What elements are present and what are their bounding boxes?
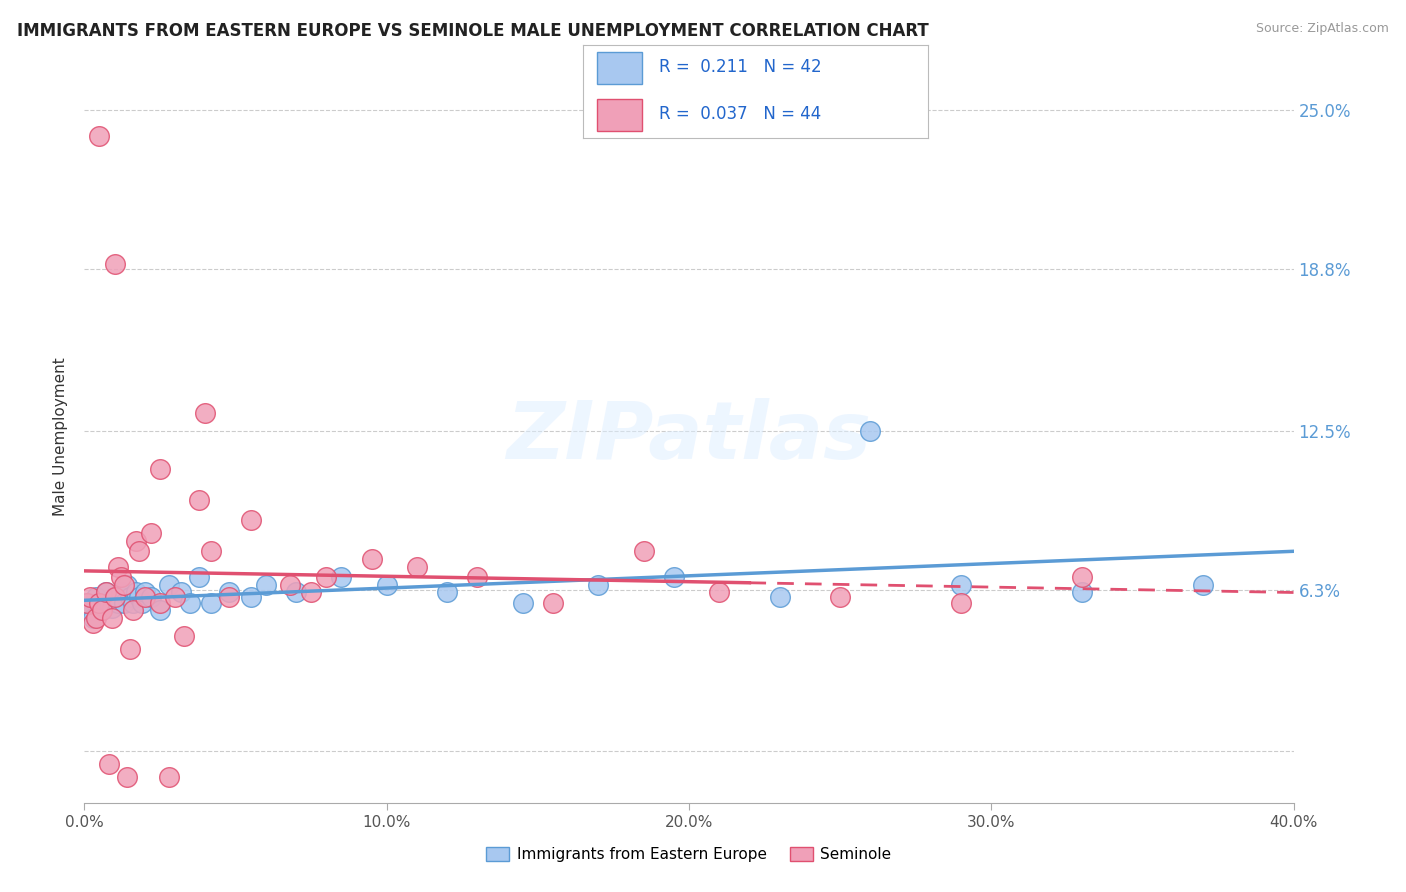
Point [1071, 570, 1094, 584]
Point [79, 603, 101, 617]
Point [467, 570, 489, 584]
Point [239, 514, 262, 528]
Y-axis label: Male Unemployment: Male Unemployment [53, 358, 69, 516]
Point [139, 526, 162, 541]
Point [200, 544, 222, 558]
Point [830, 591, 852, 605]
Point [82, 611, 104, 625]
Point [278, 577, 301, 591]
Point [94, 585, 117, 599]
Point [165, 591, 187, 605]
Text: IMMIGRANTS FROM EASTERN EUROPE VS SEMINOLE MALE UNEMPLOYMENT CORRELATION CHART: IMMIGRANTS FROM EASTERN EUROPE VS SEMINO… [17, 22, 928, 40]
Point [541, 596, 564, 610]
Point [149, 603, 172, 617]
Point [709, 585, 731, 599]
Point [406, 559, 429, 574]
Point [118, 641, 141, 656]
Point [299, 585, 322, 599]
Point [188, 570, 211, 584]
Point [769, 591, 792, 605]
Point [100, 600, 122, 615]
Point [375, 577, 398, 591]
Point [315, 570, 337, 584]
Point [950, 577, 973, 591]
Point [107, 559, 129, 574]
Point [179, 596, 201, 610]
Point [194, 406, 217, 420]
Point [110, 585, 132, 599]
Point [633, 544, 655, 558]
Point [218, 591, 240, 605]
Point [121, 603, 143, 617]
Point [1071, 585, 1094, 599]
Point [1192, 577, 1215, 591]
Point [157, 770, 180, 784]
Point [115, 577, 138, 591]
Point [254, 577, 277, 591]
Point [512, 596, 534, 610]
Point [89, 596, 111, 610]
Point [128, 544, 150, 558]
Point [97, 757, 120, 772]
Point [115, 770, 138, 784]
Point [360, 552, 382, 566]
Point [134, 585, 156, 599]
Point [100, 611, 122, 625]
Text: ZIPatlas: ZIPatlas [506, 398, 872, 476]
Point [110, 570, 132, 584]
Bar [598, 99, 643, 131]
Point [112, 596, 135, 610]
Point [662, 570, 685, 584]
Point [104, 257, 127, 271]
Point [79, 591, 101, 605]
Point [104, 591, 127, 605]
Point [285, 585, 308, 599]
Point [239, 591, 262, 605]
Point [436, 585, 458, 599]
Point [950, 596, 973, 610]
Text: R =  0.211   N = 42: R = 0.211 N = 42 [659, 58, 823, 76]
Point [134, 591, 156, 605]
Point [588, 577, 610, 591]
Point [859, 424, 882, 438]
Point [76, 596, 98, 610]
Point [200, 596, 222, 610]
Point [94, 585, 117, 599]
Point [125, 585, 148, 599]
Point [125, 534, 148, 549]
Point [118, 591, 141, 605]
Point [170, 585, 193, 599]
Point [86, 611, 108, 625]
Point [104, 591, 127, 605]
Point [157, 577, 180, 591]
Point [112, 577, 135, 591]
Point [121, 596, 143, 610]
Point [173, 629, 195, 643]
Legend: Immigrants from Eastern Europe, Seminole: Immigrants from Eastern Europe, Seminole [481, 841, 897, 868]
Point [97, 596, 120, 610]
Point [89, 596, 111, 610]
Point [91, 603, 114, 617]
Point [86, 591, 108, 605]
Text: Source: ZipAtlas.com: Source: ZipAtlas.com [1256, 22, 1389, 36]
Point [82, 616, 104, 631]
Text: R =  0.037   N = 44: R = 0.037 N = 44 [659, 105, 821, 123]
Point [76, 596, 98, 610]
Point [188, 492, 211, 507]
Point [139, 591, 162, 605]
Point [128, 591, 150, 605]
Point [131, 596, 153, 610]
Point [107, 596, 129, 610]
Point [330, 570, 353, 584]
Bar [598, 52, 643, 84]
Point [218, 585, 240, 599]
Point [89, 128, 111, 143]
Point [149, 596, 172, 610]
Point [91, 603, 114, 617]
Point [149, 462, 172, 476]
